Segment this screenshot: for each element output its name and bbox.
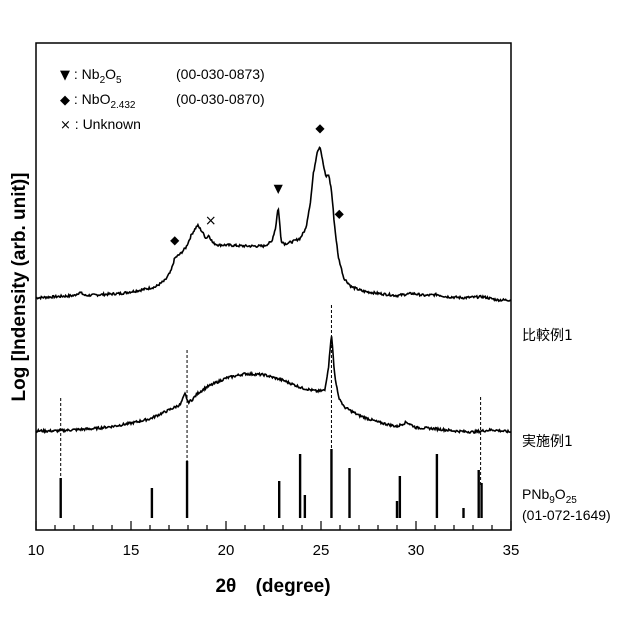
x-axis-title: 2θ (degree): [215, 576, 330, 597]
x-tick-label: 25: [313, 542, 330, 559]
legend-formula: : NbO: [70, 91, 111, 107]
legend: ▼ : Nb2O5 (00-030-0873) ◆ : NbO2.432 (00-03…: [60, 66, 265, 133]
series-line-example: [36, 336, 511, 433]
peak-marker: ◆: [335, 206, 345, 220]
x-tick-label: 10: [28, 542, 45, 559]
series-label-example: 実施例1: [522, 434, 573, 450]
series-line-comparative: [36, 148, 511, 302]
x-axis-ticks: 10 15 20 25 30 35: [28, 521, 520, 559]
legend-card: (00-030-0873): [176, 66, 265, 82]
legend-marker: ◆: [60, 93, 70, 108]
x-axis-title-unit: (degree): [256, 576, 331, 597]
x-tick-label: 20: [218, 542, 235, 559]
dashed-guides: [61, 305, 481, 486]
series-label-comparative: 比較例1: [522, 328, 573, 344]
peak-marker: ×: [205, 213, 217, 229]
legend-marker: ▼: [60, 68, 70, 83]
legend-formula: : Unknown: [71, 116, 141, 132]
y-axis-title: Log [Indensity (arb. unit)]: [9, 172, 30, 401]
x-tick-label: 15: [123, 542, 140, 559]
legend-formula: : Nb: [70, 66, 100, 82]
peak-marker: ▼: [274, 182, 284, 196]
reference-label: PNb9O25: [522, 486, 577, 506]
legend-entry: × : Unknown: [60, 116, 141, 133]
legend-entry: ▼ : Nb2O5: [60, 66, 122, 86]
x-tick-label: 35: [503, 542, 520, 559]
legend-entry: ◆ : NbO2.432: [60, 91, 136, 111]
peak-marker: ◆: [170, 233, 180, 247]
legend-card: (00-030-0870): [176, 91, 265, 107]
reference-peaks: [61, 449, 482, 518]
reference-card: (01-072-1649): [522, 507, 611, 523]
x-tick-label: 30: [408, 542, 425, 559]
peak-marker: ◆: [315, 121, 325, 135]
x-axis-title-symbol: 2θ: [215, 576, 236, 597]
series-labels: 比較例1 実施例1 PNb9O25(01-072-1649): [522, 328, 611, 523]
legend-marker: ×: [60, 118, 71, 133]
